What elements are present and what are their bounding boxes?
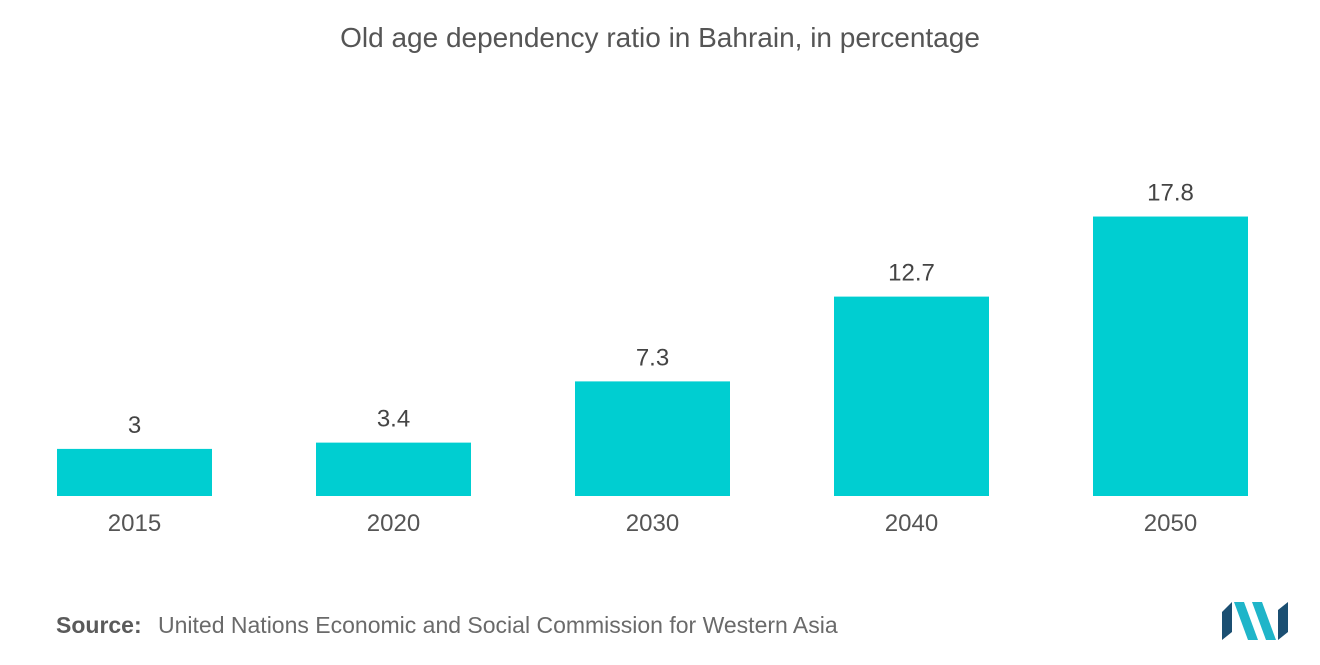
bar-2050 (1093, 216, 1248, 497)
chart-title: Old age dependency ratio in Bahrain, in … (340, 22, 980, 53)
bar-2020 (316, 442, 471, 496)
mordor-intelligence-logo-icon (1222, 602, 1288, 640)
source-text: United Nations Economic and Social Commi… (158, 612, 838, 638)
value-label-2040: 12.7 (888, 260, 935, 287)
x-tick-label-2040: 2040 (885, 510, 938, 537)
value-label-2050: 17.8 (1147, 180, 1194, 207)
value-label-2015: 3 (128, 412, 141, 439)
bar-2040 (834, 296, 989, 496)
x-tick-label-2015: 2015 (108, 510, 161, 537)
source-note: Source: United Nations Economic and Soci… (56, 612, 838, 639)
bar-2030 (575, 381, 730, 496)
x-tick-label-2050: 2050 (1144, 510, 1197, 537)
bar-2015 (57, 448, 212, 496)
x-tick-label-2030: 2030 (626, 510, 679, 537)
value-label-2020: 3.4 (377, 406, 410, 433)
source-label: Source: (56, 612, 142, 638)
x-tick-label-2020: 2020 (367, 510, 420, 537)
value-label-2030: 7.3 (636, 344, 669, 371)
